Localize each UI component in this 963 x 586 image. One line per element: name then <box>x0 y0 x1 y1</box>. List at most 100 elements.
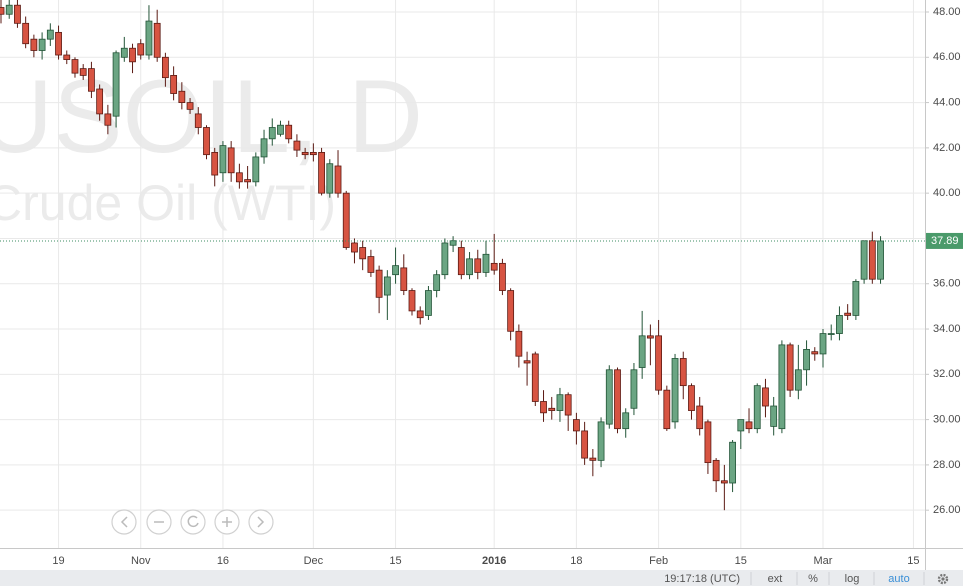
candle-body <box>786 344 794 391</box>
x-tick-label: Feb <box>649 555 668 567</box>
candle-body <box>720 480 728 484</box>
candle-body <box>499 262 506 291</box>
candle-body <box>770 405 778 427</box>
candle-body <box>679 358 687 387</box>
candle-body <box>696 405 704 430</box>
candle-body <box>145 20 153 56</box>
candle-body <box>614 369 621 430</box>
candle-body <box>342 192 350 248</box>
candle-body <box>129 47 136 63</box>
scroll-left-button[interactable] <box>111 509 137 535</box>
candle-body <box>0 7 5 15</box>
candle-body <box>523 360 531 364</box>
candle-body <box>5 4 13 15</box>
x-tick-label: 2016 <box>482 555 506 567</box>
candle-body <box>186 102 194 110</box>
candle-body <box>540 401 547 414</box>
candle-body <box>219 145 227 174</box>
candle-body <box>778 344 786 430</box>
watermark: USOIL, D Crude Oil (WTI) <box>0 59 423 231</box>
y-tick-label: 42.00 <box>933 142 961 154</box>
candles <box>0 0 925 511</box>
candle-body <box>112 52 120 117</box>
candle-body <box>46 29 54 40</box>
clock: 19:17:18 (UTC) <box>664 573 740 585</box>
candle-body <box>235 172 243 183</box>
candle-body <box>400 267 408 291</box>
scroll-right-button[interactable] <box>248 509 274 535</box>
candle-body <box>712 459 720 482</box>
candle-body <box>868 240 876 280</box>
candle-body <box>161 56 169 79</box>
x-tick-label: Dec <box>304 555 324 567</box>
candle-body <box>268 127 276 140</box>
candle-body <box>334 165 342 194</box>
candle-body <box>794 369 802 391</box>
candle-body <box>22 22 30 45</box>
settings-button[interactable] <box>937 573 949 585</box>
candle-body <box>96 88 104 115</box>
candle-body <box>671 358 679 423</box>
candle-body <box>836 315 843 334</box>
candle-body <box>351 242 358 253</box>
candle-body <box>79 68 87 76</box>
candle-body <box>178 90 186 103</box>
candle-body <box>819 333 827 355</box>
x-tick-label: 15 <box>389 555 401 567</box>
candle-body <box>392 265 399 276</box>
candle-body <box>252 156 260 183</box>
y-tick-label: 44.00 <box>933 96 961 108</box>
candle-body <box>729 441 736 484</box>
candle-body <box>30 38 38 51</box>
auto-button[interactable]: auto <box>888 573 909 585</box>
candle-body <box>309 151 317 156</box>
candle-body <box>548 407 556 411</box>
candle-body <box>638 335 646 368</box>
watermark-name: Crude Oil (WTI) <box>0 175 336 231</box>
candle-body <box>326 163 334 194</box>
x-tick-label: 19 <box>52 555 64 567</box>
candle-body <box>531 353 539 402</box>
percent-button[interactable]: % <box>808 573 818 585</box>
zoom-controls <box>111 509 274 535</box>
candle-body <box>71 59 79 74</box>
candle-body <box>14 4 21 24</box>
candle-body <box>811 351 819 355</box>
log-button[interactable]: log <box>845 573 860 585</box>
candle-body <box>482 253 490 273</box>
x-tick-label: 15 <box>735 555 747 567</box>
candle-body <box>367 256 375 273</box>
candle-body <box>55 31 62 56</box>
candle-body <box>589 457 597 461</box>
candle-body <box>490 262 498 271</box>
candle-body <box>762 387 769 407</box>
candle-body <box>227 147 235 174</box>
y-tick-label: 34.00 <box>933 323 961 335</box>
candle-body <box>474 258 482 273</box>
candle-body <box>688 385 695 411</box>
toolbar <box>0 570 963 586</box>
candle-body <box>293 140 301 151</box>
candle-body <box>63 54 71 60</box>
candle-body <box>507 290 515 332</box>
candle-body <box>433 274 441 291</box>
candle-body <box>745 421 753 430</box>
candle-body <box>416 310 424 319</box>
candle-body <box>425 290 432 316</box>
candle-body <box>622 412 630 430</box>
candle-body <box>466 258 473 276</box>
gear-center <box>941 577 945 581</box>
y-tick-label: 36.00 <box>933 278 961 290</box>
candle-body <box>663 389 671 430</box>
candle-body <box>457 247 465 276</box>
reset-button[interactable] <box>180 509 206 535</box>
candle-body <box>211 151 219 176</box>
y-tick-label: 28.00 <box>933 459 961 471</box>
candle-body <box>556 394 564 411</box>
zoom-icons <box>120 516 265 528</box>
candle-body <box>646 335 654 339</box>
ext-button[interactable]: ext <box>768 573 783 585</box>
candle-body <box>515 330 523 357</box>
candle-body <box>877 240 884 280</box>
